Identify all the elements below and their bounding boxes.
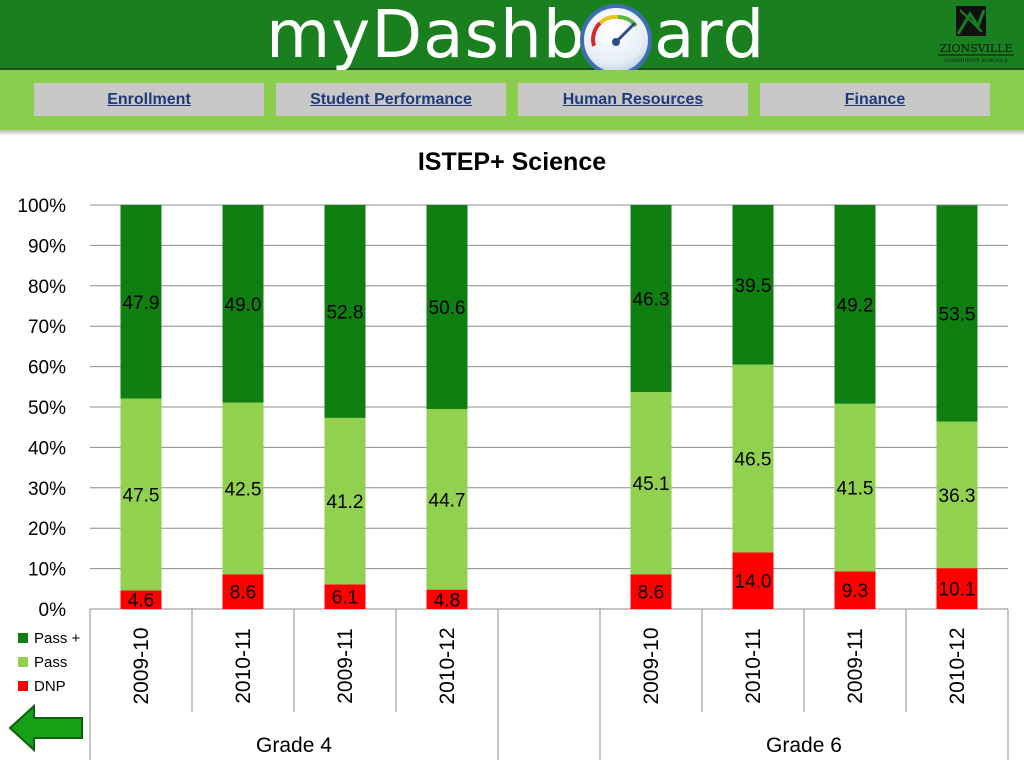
group-label: Grade 6 — [766, 734, 842, 757]
data-label: 39.5 — [735, 276, 772, 297]
data-label: 36.3 — [939, 486, 976, 507]
y-tick-label: 40% — [28, 438, 66, 459]
chart-title: ISTEP+ Science — [417, 148, 607, 176]
x-tick-label: 2010-12 — [946, 627, 969, 704]
speedometer-icon — [580, 4, 652, 76]
bar-pass-7 — [936, 205, 978, 422]
data-label: 52.8 — [327, 302, 364, 323]
bar-pass-2 — [324, 205, 366, 418]
legend-label-pass: Pass — [34, 653, 68, 671]
x-tick-label: 2009-11 — [844, 628, 867, 704]
data-label: 41.5 — [837, 479, 874, 500]
district-name: ZIONSVILLE — [939, 42, 1012, 55]
bar-pass-0 — [120, 398, 162, 591]
bar-dnp-6 — [834, 571, 876, 609]
group-label: Grade 4 — [256, 734, 332, 757]
y-tick-label: 0% — [39, 600, 67, 621]
y-tick-label: 70% — [28, 317, 66, 338]
x-tick-label: 2009-10 — [640, 627, 663, 704]
bar-pass-3 — [426, 205, 468, 410]
district-subtitle: COMMUNITY SCHOOLS — [944, 58, 1008, 64]
data-label: 45.1 — [633, 474, 670, 495]
bar-pass-4 — [630, 205, 672, 393]
data-label: 4.8 — [434, 590, 460, 611]
bar-pass-4 — [630, 392, 672, 575]
legend-item-dnp: DNP — [18, 674, 80, 698]
nav-bar: Enrollment Student Performance Human Res… — [0, 70, 1024, 136]
data-label: 14.0 — [735, 572, 772, 593]
data-label: 8.6 — [230, 583, 256, 604]
district-logo[interactable]: ZIONSVILLE COMMUNITY SCHOOLS — [934, 4, 1018, 64]
bar-pass-1 — [222, 205, 264, 403]
bar-dnp-2 — [324, 584, 366, 609]
bar-dnp-7 — [936, 568, 978, 609]
data-label: 10.1 — [939, 580, 976, 601]
bar-dnp-3 — [426, 589, 468, 609]
logo-text-right: ard — [654, 0, 766, 73]
y-tick-label: 30% — [28, 479, 66, 500]
nav-student-performance[interactable]: Student Performance — [276, 83, 506, 116]
bar-pass-2 — [324, 417, 366, 585]
legend-item-pass: Pass — [18, 650, 80, 674]
data-label: 8.6 — [638, 583, 664, 604]
y-tick-label: 50% — [28, 398, 66, 419]
x-tick-label: 2009-10 — [130, 627, 153, 704]
y-tick-label: 100% — [17, 196, 66, 217]
x-tick-label: 2009-11 — [334, 628, 357, 704]
data-label: 4.6 — [128, 591, 154, 612]
bar-dnp-5 — [732, 552, 774, 609]
y-tick-label: 90% — [28, 236, 66, 257]
chart-legend: Pass + Pass DNP — [18, 626, 80, 698]
bar-dnp-0 — [120, 590, 162, 609]
bar-pass-6 — [834, 403, 876, 572]
header-bar: myDashb ard ZIONSVILLE COMMUNITY SCHOOLS — [0, 0, 1024, 76]
bar-pass-5 — [732, 205, 774, 365]
data-label: 6.1 — [332, 588, 358, 609]
y-tick-label: 80% — [28, 277, 66, 298]
data-label: 49.2 — [837, 295, 874, 316]
x-tick-label: 2010-12 — [436, 627, 459, 704]
bar-dnp-4 — [630, 574, 672, 609]
data-label: 46.5 — [735, 450, 772, 471]
nav-finance[interactable]: Finance — [760, 83, 990, 116]
bar-pass-5 — [732, 364, 774, 553]
nav-enrollment[interactable]: Enrollment — [34, 83, 264, 116]
data-label: 47.9 — [123, 293, 160, 314]
bar-pass-0 — [120, 205, 162, 399]
data-label: 46.3 — [633, 290, 670, 311]
data-label: 50.6 — [429, 298, 466, 319]
legend-swatch-pass — [18, 657, 28, 667]
data-label: 44.7 — [429, 490, 466, 511]
data-label: 53.5 — [939, 304, 976, 325]
data-label: 49.0 — [225, 295, 262, 316]
bar-pass-6 — [834, 205, 876, 404]
back-arrow-icon[interactable] — [8, 704, 86, 752]
bar-pass-7 — [936, 421, 978, 569]
y-tick-label: 10% — [28, 560, 66, 581]
legend-swatch-pass-plus — [18, 633, 28, 643]
bar-pass-1 — [222, 402, 264, 575]
y-tick-label: 20% — [28, 519, 66, 540]
data-label: 9.3 — [842, 581, 868, 602]
nav-human-resources[interactable]: Human Resources — [518, 83, 748, 116]
legend-label-pass-plus: Pass + — [34, 629, 81, 647]
legend-item-pass-plus: Pass + — [18, 626, 80, 650]
x-tick-label: 2010-11 — [232, 628, 255, 704]
y-tick-label: 60% — [28, 358, 66, 379]
x-tick-label: 2010-11 — [742, 628, 765, 704]
data-label: 42.5 — [225, 479, 262, 500]
bar-pass-3 — [426, 409, 468, 590]
bar-dnp-1 — [222, 574, 264, 609]
data-label: 47.5 — [123, 485, 160, 506]
legend-label-dnp: DNP — [34, 677, 66, 695]
logo-text-left: myDashb — [266, 0, 586, 73]
legend-swatch-dnp — [18, 681, 28, 691]
data-label: 41.2 — [327, 492, 364, 513]
